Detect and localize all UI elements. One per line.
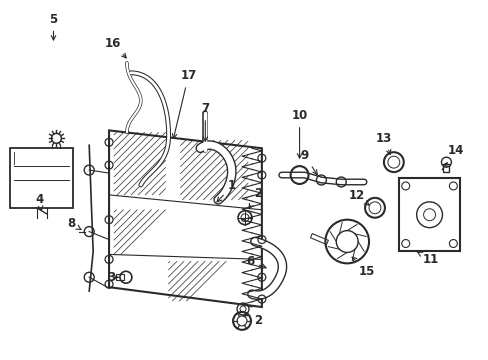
Bar (116, 274, 123, 280)
Text: 5: 5 (49, 13, 58, 40)
Text: 8: 8 (67, 217, 81, 230)
Text: 10: 10 (291, 109, 307, 158)
Text: 2: 2 (248, 188, 262, 208)
Text: 16: 16 (104, 37, 126, 58)
Text: 6: 6 (245, 255, 265, 268)
Text: 9: 9 (300, 149, 317, 175)
Text: 2: 2 (242, 312, 262, 327)
Text: 14: 14 (441, 144, 464, 170)
Text: 1: 1 (217, 179, 236, 202)
Text: 15: 15 (351, 257, 374, 278)
Text: 17: 17 (172, 69, 196, 138)
Text: 3: 3 (107, 271, 118, 284)
Bar (10, 148, 73, 208)
Text: 11: 11 (416, 252, 438, 266)
Text: 7: 7 (201, 102, 209, 141)
Text: 4: 4 (36, 193, 43, 211)
Bar (443, 164, 448, 172)
Text: 13: 13 (375, 132, 391, 154)
Bar (398, 178, 459, 251)
Text: 12: 12 (348, 189, 368, 205)
